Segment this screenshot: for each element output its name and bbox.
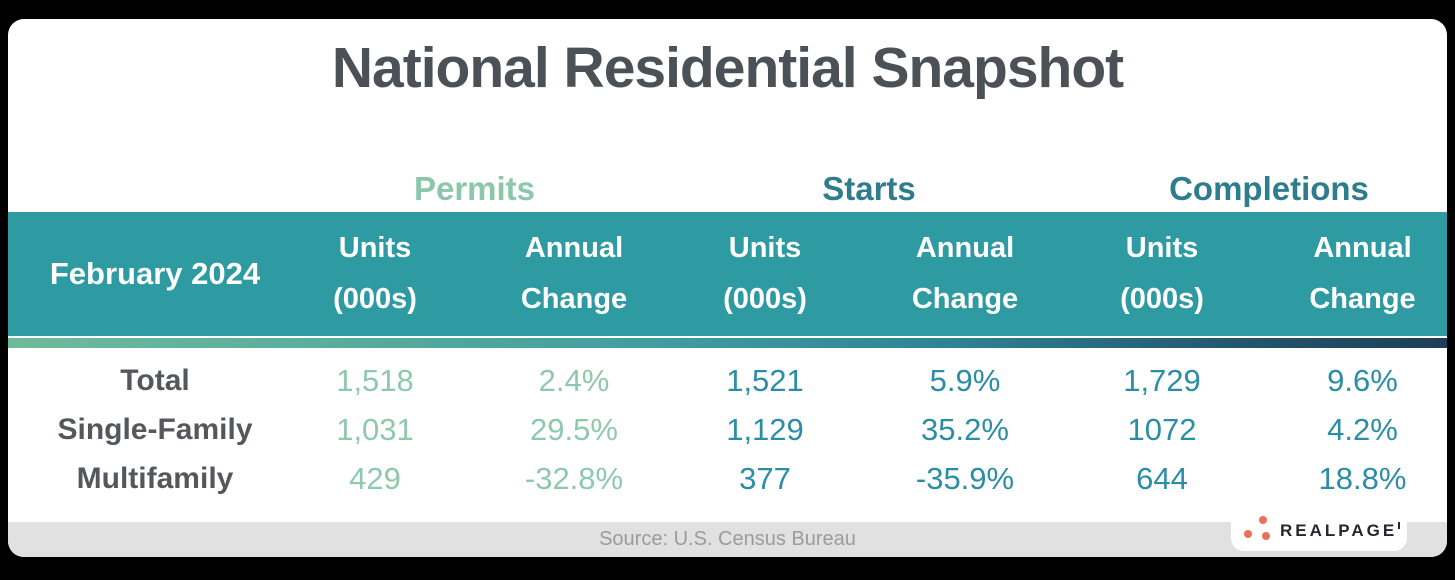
header-completions-annual-change: Annual Change — [1309, 232, 1416, 315]
value-cell: 4.2% — [1327, 411, 1398, 447]
logo-dot-icon — [1262, 532, 1270, 540]
table-header-band: February 2024 Units (000s) Annual Change… — [8, 212, 1447, 336]
period-label: February 2024 — [49, 256, 261, 291]
table-row-total: Total 1,518 2.4% 1,521 5.9% 1,729 9.6% — [8, 356, 1447, 405]
value-cell: 1,518 — [336, 362, 414, 398]
header-permits-annual-change: Annual Change — [520, 232, 628, 315]
value-cell: 377 — [739, 460, 791, 496]
group-header-completions: Completions — [1169, 170, 1369, 207]
value-cell: 5.9% — [929, 362, 1001, 398]
header-permits-units: Units (000s) — [333, 232, 417, 315]
header-completions-units: Units (000s) — [1120, 232, 1204, 315]
group-header-permits: Permits — [413, 170, 536, 207]
realpage-logo: REALPAGE — [1231, 511, 1407, 551]
value-cell: 35.2% — [921, 411, 1009, 447]
value-cell: 429 — [349, 460, 401, 496]
table-body: Total 1,518 2.4% 1,521 5.9% 1,729 9.6% S… — [8, 356, 1447, 503]
value-cell: 9.6% — [1327, 362, 1398, 398]
value-cell: 18.8% — [1318, 460, 1407, 496]
header-starts-units: Units (000s) — [723, 232, 807, 315]
snapshot-card: National Residential Snapshot Permits St… — [8, 19, 1447, 557]
logo-dot-icon — [1244, 530, 1252, 538]
logo-dot-icon — [1259, 516, 1267, 524]
value-cell: 1,129 — [726, 411, 804, 447]
value-cell: 1,729 — [1123, 362, 1201, 398]
table-row-multifamily: Multifamily 429 -32.8% 377 -35.9% 644 18… — [8, 454, 1447, 503]
header-starts-annual-change: Annual Change — [911, 232, 1019, 315]
value-cell: 29.5% — [530, 411, 618, 447]
value-cell: 1,031 — [336, 411, 414, 447]
table-row-single-family: Single-Family 1,031 29.5% 1,129 35.2% 10… — [8, 405, 1447, 454]
value-cell: -35.9% — [915, 460, 1015, 496]
row-label-single-family: Single-Family — [57, 412, 253, 446]
logo-brand-text: REALPAGE — [1280, 521, 1401, 541]
value-cell: 1072 — [1127, 411, 1197, 447]
value-cell: 1,521 — [726, 362, 804, 398]
value-cell: 644 — [1136, 460, 1188, 496]
gradient-divider — [8, 338, 1447, 348]
row-label-multifamily: Multifamily — [76, 461, 234, 495]
source-text: Source: U.S. Census Bureau — [599, 528, 856, 550]
value-cell: -32.8% — [524, 460, 624, 496]
page-title: National Residential Snapshot — [331, 36, 1124, 100]
group-header-starts: Starts — [822, 170, 916, 207]
footer-bar: Source: U.S. Census Bureau — [8, 522, 1447, 557]
column-group-header-row: Permits Starts Completions — [8, 167, 1447, 211]
row-label-total: Total — [120, 363, 190, 397]
value-cell: 2.4% — [538, 362, 610, 398]
trademark-tick — [1398, 522, 1401, 529]
